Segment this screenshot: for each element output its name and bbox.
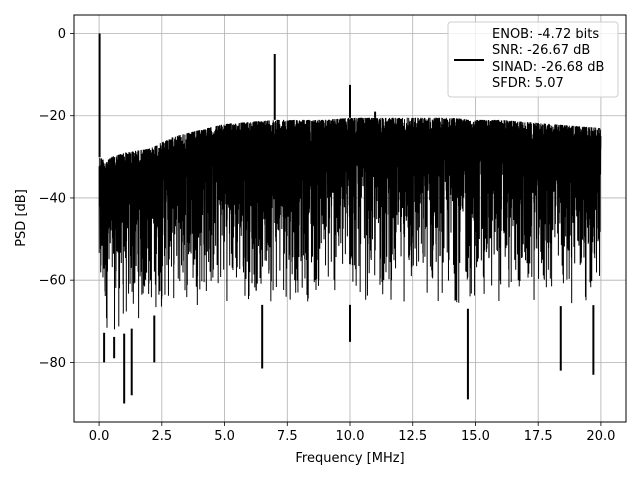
legend-entry-sinad: SINAD: -26.68 dB bbox=[492, 60, 604, 75]
legend-entry-snr: SNR: -26.67 dB bbox=[492, 43, 590, 58]
legend-entry-sfdr: SFDR: 5.07 bbox=[492, 76, 564, 91]
x-axis-label: Frequency [MHz] bbox=[295, 451, 404, 466]
y-tick-label: −40 bbox=[39, 191, 66, 206]
x-tick-label: 17.5 bbox=[524, 429, 553, 444]
x-tick-label: 7.5 bbox=[277, 429, 298, 444]
x-tick-label: 0.0 bbox=[89, 429, 110, 444]
y-tick-label: 0 bbox=[58, 27, 66, 42]
x-tick-label: 20.0 bbox=[586, 429, 615, 444]
legend-box bbox=[447, 21, 619, 98]
tick-layer: 0.0 2.5 5.0 7.5 10.0 12.5 15.0 17.5 20.0 0 −20 −40 −… bbox=[39, 27, 616, 444]
y-axis-label: PSD [dB] bbox=[14, 189, 29, 247]
x-tick-label: 10.0 bbox=[336, 429, 365, 444]
legend: ENOB: -4.72 bits SNR: -26.67 dB SINAD: -… bbox=[447, 21, 619, 98]
x-tick-label: 15.0 bbox=[461, 429, 490, 444]
x-tick-label: 2.5 bbox=[151, 429, 172, 444]
psd-trace bbox=[98, 117, 602, 330]
x-tick-label: 12.5 bbox=[398, 429, 427, 444]
legend-entry-enob: ENOB: -4.72 bits bbox=[492, 27, 599, 42]
y-tick-label: −80 bbox=[39, 356, 66, 371]
y-tick-label: −20 bbox=[39, 109, 66, 124]
data-layer bbox=[98, 33, 602, 404]
y-tick-label: −60 bbox=[39, 274, 66, 289]
x-tick-label: 5.0 bbox=[214, 429, 235, 444]
